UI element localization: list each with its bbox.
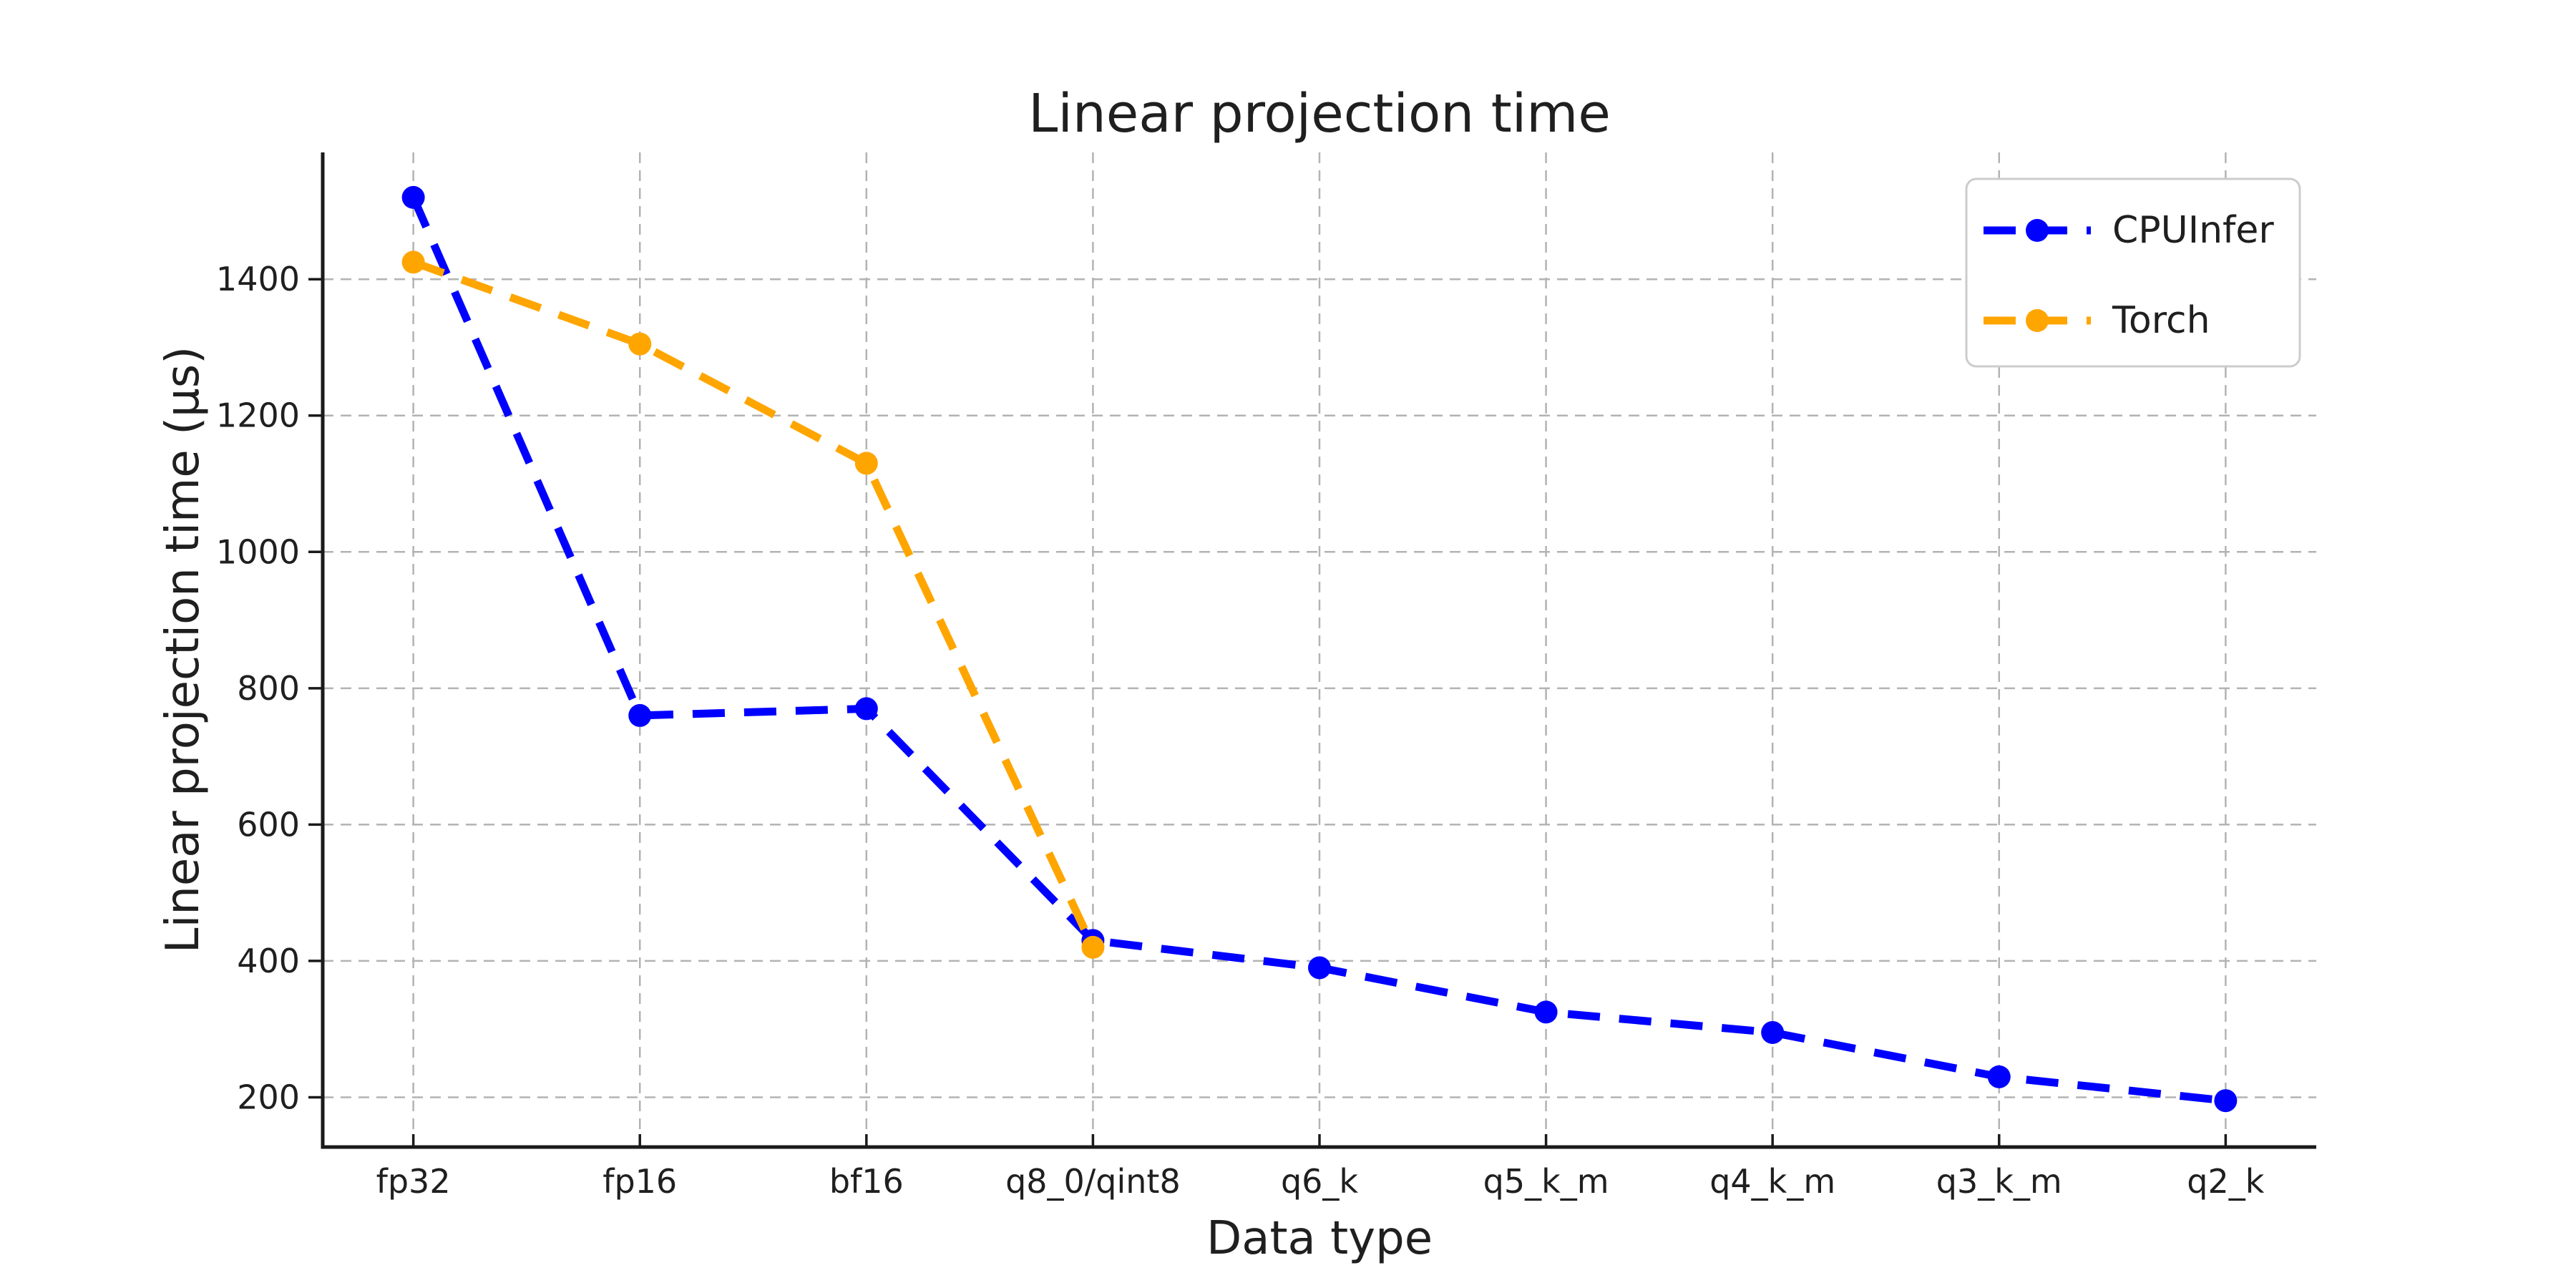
x-axis-label: Data type bbox=[1206, 1212, 1433, 1265]
legend-marker-torch bbox=[2026, 309, 2049, 332]
y-tick-label: 200 bbox=[237, 1078, 300, 1116]
y-tick-label: 1000 bbox=[216, 532, 300, 571]
x-tick-label: bf16 bbox=[829, 1162, 904, 1201]
chart-title: Linear projection time bbox=[1028, 83, 1611, 145]
data-point-torch bbox=[628, 332, 652, 356]
legend-label: Torch bbox=[2112, 299, 2210, 342]
data-point-torch bbox=[1081, 935, 1105, 959]
x-tick-label: q8_0/qint8 bbox=[1005, 1162, 1181, 1201]
data-point-cpuinfer bbox=[1987, 1065, 2011, 1088]
x-tick-label: q5_k_m bbox=[1483, 1162, 1609, 1201]
x-tick-label: q2_k bbox=[2187, 1162, 2264, 1201]
data-point-cpuinfer bbox=[854, 697, 878, 721]
data-point-cpuinfer bbox=[401, 185, 425, 209]
x-tick-label: q3_k_m bbox=[1936, 1162, 2062, 1201]
y-tick-label: 400 bbox=[237, 942, 300, 980]
y-tick-label: 800 bbox=[237, 669, 300, 708]
series-line-torch bbox=[411, 258, 1097, 950]
x-tick-label: q6_k bbox=[1281, 1162, 1358, 1201]
y-tick-label: 1200 bbox=[216, 396, 300, 435]
data-point-cpuinfer bbox=[2214, 1089, 2238, 1113]
x-tick-label: fp16 bbox=[602, 1162, 677, 1201]
data-point-torch bbox=[854, 452, 878, 475]
legend-label: CPUInfer bbox=[2112, 209, 2274, 252]
x-tick-label: fp32 bbox=[376, 1162, 451, 1201]
x-tick-label: q4_k_m bbox=[1709, 1162, 1835, 1201]
data-point-cpuinfer bbox=[628, 703, 652, 727]
data-point-cpuinfer bbox=[1534, 1000, 1558, 1024]
y-tick-label: 1400 bbox=[216, 260, 300, 298]
data-point-cpuinfer bbox=[1308, 956, 1331, 980]
legend-marker-cpuinfer bbox=[2026, 219, 2049, 242]
y-tick-label: 600 bbox=[237, 805, 300, 844]
data-point-torch bbox=[401, 250, 425, 274]
data-point-cpuinfer bbox=[1761, 1020, 1785, 1044]
